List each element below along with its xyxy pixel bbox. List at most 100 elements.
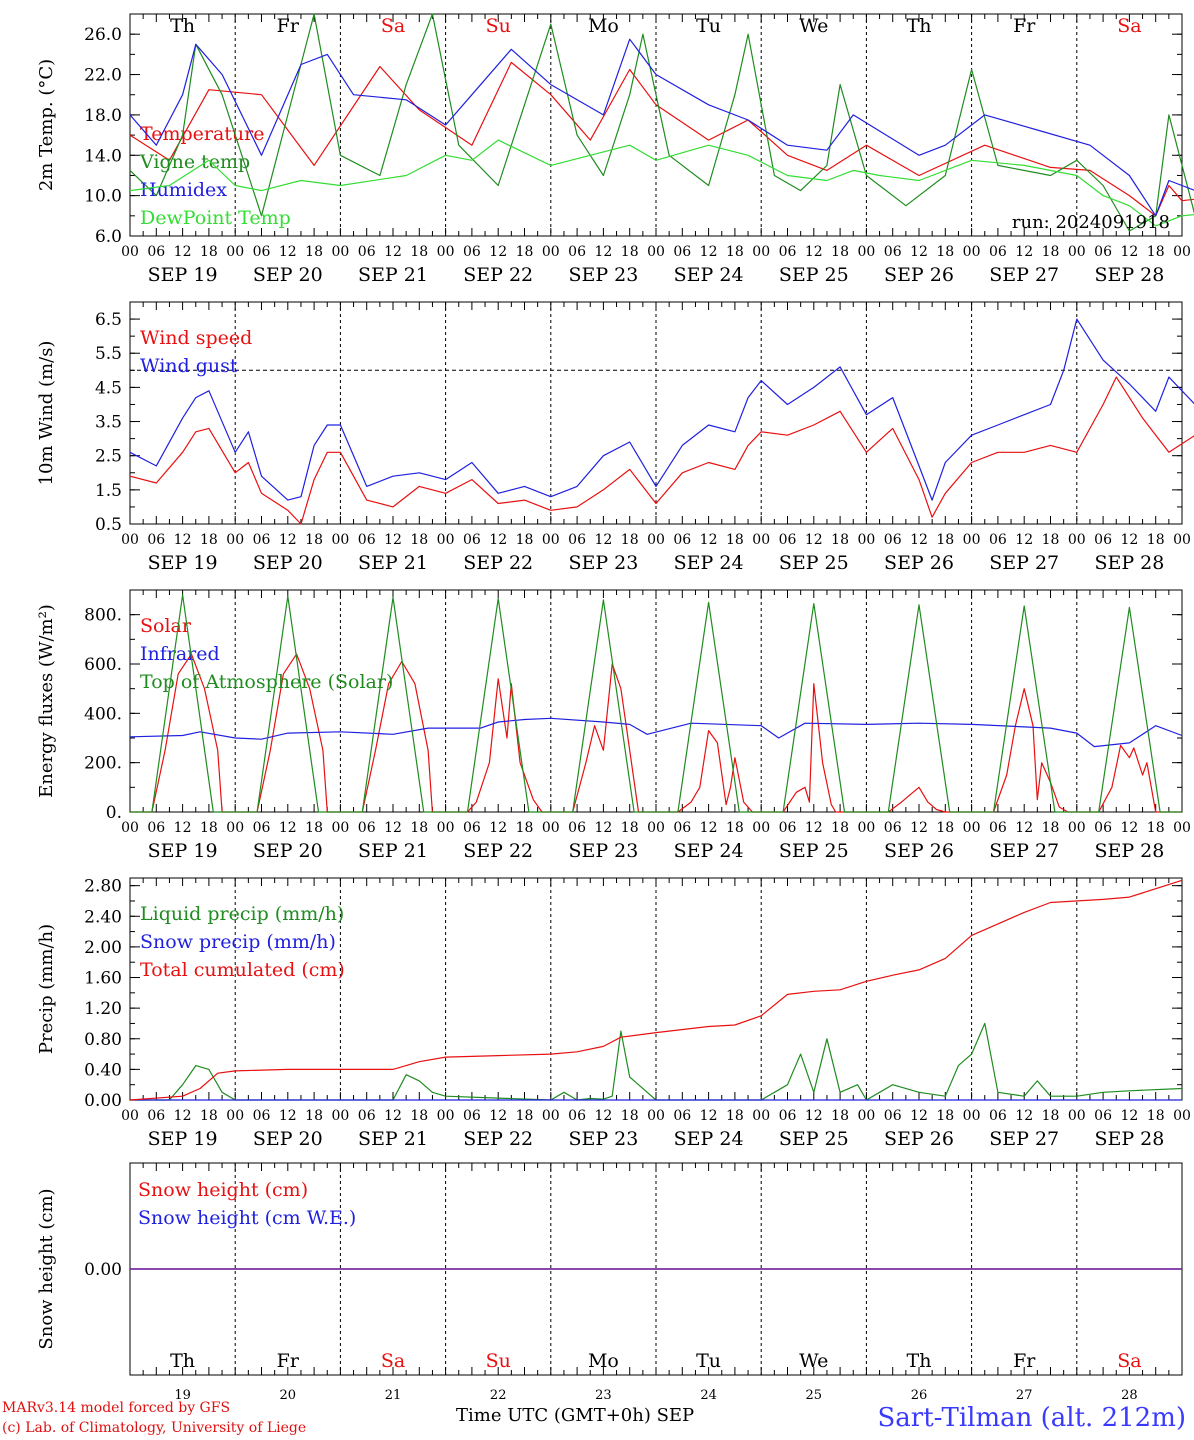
hour-label: 18 — [1042, 244, 1060, 260]
hour-label: 12 — [1120, 244, 1138, 260]
date-label: SEP 27 — [989, 264, 1059, 286]
date-label: SEP 23 — [568, 840, 638, 862]
weekday-label: Sa — [381, 1350, 405, 1372]
hour-label: 12 — [384, 244, 402, 260]
hour-label: 00 — [857, 532, 875, 548]
weekday-label: We — [799, 15, 828, 37]
legend-entry: Wind gust — [140, 355, 238, 377]
hour-label: 18 — [726, 820, 744, 836]
date-label: SEP 23 — [568, 1128, 638, 1150]
hour-label: 06 — [358, 532, 376, 548]
hour-label: 00 — [121, 820, 139, 836]
y-tick-label: 10.0 — [84, 187, 122, 207]
hour-label: 12 — [1015, 820, 1033, 836]
hour-label: 12 — [279, 1108, 297, 1124]
day-number-label: 27 — [1016, 1388, 1033, 1403]
hour-label: 18 — [1042, 1108, 1060, 1124]
y-axis-title: Energy fluxes (W/m²) — [36, 604, 57, 798]
hour-label: 12 — [384, 532, 402, 548]
day-number-label: 20 — [280, 1388, 297, 1403]
hour-label: 06 — [884, 532, 902, 548]
hour-label: 06 — [568, 244, 586, 260]
y-tick-label: 3.5 — [95, 413, 122, 433]
hour-label: 18 — [936, 1108, 954, 1124]
hour-label: 00 — [331, 244, 349, 260]
hour-label: 00 — [542, 820, 560, 836]
hour-label: 18 — [621, 244, 639, 260]
date-label: SEP 25 — [779, 1128, 849, 1150]
hour-label: 06 — [779, 1108, 797, 1124]
hour-label: 06 — [1094, 1108, 1112, 1124]
day-number-label: 23 — [595, 1388, 612, 1403]
hour-label: 00 — [542, 532, 560, 548]
hour-label: 18 — [200, 244, 218, 260]
hour-label: 00 — [963, 1108, 981, 1124]
weekday-label: Th — [907, 1350, 932, 1372]
y-tick-label: 800. — [84, 606, 122, 626]
hour-label: 00 — [121, 1108, 139, 1124]
hour-label: 06 — [989, 532, 1007, 548]
hour-label: 06 — [989, 820, 1007, 836]
date-label: SEP 22 — [463, 552, 533, 574]
hour-label: 06 — [147, 820, 165, 836]
hour-label: 00 — [963, 244, 981, 260]
hour-label: 06 — [568, 532, 586, 548]
hour-label: 00 — [752, 532, 770, 548]
hour-label: 00 — [331, 532, 349, 548]
hour-label: 12 — [594, 244, 612, 260]
hour-label: 12 — [805, 820, 823, 836]
weekday-label: Sa — [1117, 1350, 1141, 1372]
hour-label: 06 — [779, 532, 797, 548]
y-tick-label: 600. — [84, 655, 122, 675]
hour-label: 18 — [831, 244, 849, 260]
hour-label: 00 — [963, 820, 981, 836]
hour-label: 00 — [437, 820, 455, 836]
date-label: SEP 21 — [358, 1128, 428, 1150]
hour-label: 00 — [857, 244, 875, 260]
hour-label: 00 — [752, 244, 770, 260]
weekday-label: Fr — [277, 15, 300, 37]
legend-entry: Top of Atmosphere (Solar) — [140, 671, 393, 693]
hour-label: 12 — [174, 244, 192, 260]
hour-label: 00 — [857, 820, 875, 836]
hour-label: 00 — [1173, 820, 1191, 836]
legend-entry: DewPoint Temp — [140, 207, 291, 229]
hour-label: 12 — [700, 820, 718, 836]
hour-label: 00 — [752, 1108, 770, 1124]
hour-label: 06 — [673, 1108, 691, 1124]
hour-label: 06 — [147, 1108, 165, 1124]
hour-label: 12 — [910, 532, 928, 548]
date-label: SEP 28 — [1094, 552, 1164, 574]
hour-label: 06 — [1094, 244, 1112, 260]
y-tick-label: 2.5 — [95, 447, 122, 467]
date-label: SEP 21 — [358, 552, 428, 574]
date-label: SEP 27 — [989, 552, 1059, 574]
hour-label: 18 — [200, 820, 218, 836]
day-number-label: 19 — [174, 1388, 191, 1403]
date-label: SEP 22 — [463, 1128, 533, 1150]
hour-label: 06 — [147, 244, 165, 260]
hour-label: 00 — [331, 1108, 349, 1124]
hour-label: 18 — [831, 1108, 849, 1124]
hour-label: 06 — [253, 1108, 271, 1124]
hour-label: 18 — [1147, 532, 1165, 548]
hour-label: 00 — [121, 532, 139, 548]
hour-label: 18 — [1147, 1108, 1165, 1124]
hour-label: 00 — [647, 1108, 665, 1124]
hour-label: 06 — [1094, 532, 1112, 548]
legend-entry: Snow height (cm W.E.) — [138, 1207, 356, 1229]
hour-label: 06 — [673, 532, 691, 548]
hour-label: 06 — [673, 244, 691, 260]
hour-label: 12 — [700, 532, 718, 548]
hour-label: 06 — [463, 532, 481, 548]
hour-label: 18 — [200, 532, 218, 548]
day-number-label: 24 — [700, 1388, 717, 1403]
hour-label: 12 — [700, 244, 718, 260]
y-tick-label: 5.5 — [95, 344, 122, 364]
day-number-label: 25 — [806, 1388, 823, 1403]
hour-label: 18 — [726, 1108, 744, 1124]
hour-label: 12 — [489, 244, 507, 260]
hour-label: 18 — [410, 244, 428, 260]
date-label: SEP 24 — [674, 840, 744, 862]
hour-label: 00 — [437, 244, 455, 260]
